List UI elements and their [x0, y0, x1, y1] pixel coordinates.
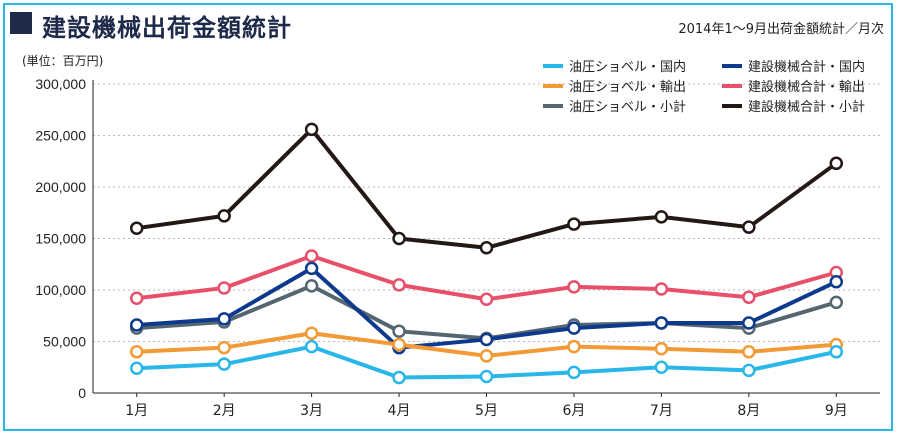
chart-frame — [3, 3, 893, 431]
legend-label: 建設機械合計・小計 — [748, 99, 865, 115]
data-point — [654, 360, 669, 374]
legend-label: 建設機械合計・輸出 — [748, 79, 865, 95]
data-point — [392, 370, 406, 385]
y-tick-label: 250,000 — [35, 128, 86, 144]
data-point — [304, 339, 319, 354]
data-point — [129, 221, 144, 235]
legend-label: 油圧ショベル・国内 — [569, 59, 686, 75]
data-point — [304, 326, 319, 341]
x-tick-label: 9月 — [825, 403, 848, 419]
data-point — [217, 312, 231, 326]
x-tick-label: 8月 — [737, 403, 760, 419]
x-tick-label: 6月 — [562, 403, 585, 419]
data-point — [742, 220, 756, 234]
y-axis: 0 50,000 100,000 150,000 200,000 250,000 300,0… — [35, 76, 94, 401]
y-tick-label: 200,000 — [35, 179, 86, 195]
data-point — [654, 210, 669, 224]
legend-label: 油圧ショベル・小計 — [569, 99, 686, 115]
data-point — [829, 156, 844, 171]
data-point — [217, 209, 231, 223]
data-point — [567, 280, 581, 294]
data-point — [829, 275, 844, 289]
data-point — [304, 261, 319, 276]
data-point — [742, 316, 756, 330]
data-point — [567, 321, 581, 335]
data-point — [129, 361, 144, 376]
data-point — [479, 332, 494, 347]
unit-label: (単位：百万円) — [22, 54, 104, 68]
data-point — [654, 341, 669, 356]
x-axis: 1月 2月 3月 4月 5月 6月 7月 8月 9月 — [93, 392, 880, 419]
data-point — [829, 295, 844, 310]
data-point — [392, 324, 406, 338]
data-point — [567, 217, 581, 231]
data-point — [217, 357, 231, 371]
data-point — [129, 318, 144, 332]
data-point — [479, 241, 494, 255]
y-tick-label: 100,000 — [35, 282, 86, 298]
data-point — [479, 349, 494, 363]
data-point — [304, 122, 319, 137]
data-point — [392, 337, 406, 352]
legend-label: 建設機械合計・国内 — [748, 59, 865, 75]
data-point — [217, 281, 231, 295]
data-point — [392, 278, 406, 292]
y-tick-label: 300,000 — [35, 76, 86, 92]
data-point — [129, 291, 144, 305]
data-point — [567, 339, 581, 354]
data-point — [129, 345, 144, 359]
x-tick-label: 5月 — [475, 403, 498, 419]
x-tick-label: 4月 — [388, 403, 411, 419]
series-line — [136, 127, 838, 250]
data-point — [742, 290, 756, 304]
y-tick-label: 150,000 — [35, 231, 86, 247]
y-tick-label: 50,000 — [43, 334, 86, 350]
chart-title: 建設機械出荷金額統計 — [42, 14, 292, 42]
data-point — [479, 369, 494, 384]
title-square-icon — [10, 12, 32, 34]
x-tick-label: 3月 — [300, 403, 323, 419]
data-point — [392, 231, 406, 246]
data-point — [654, 282, 669, 296]
data-point — [829, 345, 844, 359]
x-tick-label: 2月 — [213, 403, 236, 419]
x-tick-label: 7月 — [650, 403, 673, 419]
data-point — [304, 279, 319, 293]
data-point — [742, 363, 756, 378]
data-point — [567, 365, 581, 380]
data-point — [217, 340, 231, 355]
y-tick-label: 0 — [78, 385, 86, 401]
data-point — [654, 316, 669, 330]
legend-label: 油圧ショベル・輸出 — [569, 80, 686, 95]
data-point — [742, 345, 756, 359]
x-tick-label: 1月 — [125, 403, 148, 419]
data-point — [304, 249, 319, 263]
series-group — [129, 122, 844, 385]
chart-subtitle: 2014年1～9月出荷金額統計／月次 — [678, 22, 884, 37]
data-point — [479, 292, 494, 307]
